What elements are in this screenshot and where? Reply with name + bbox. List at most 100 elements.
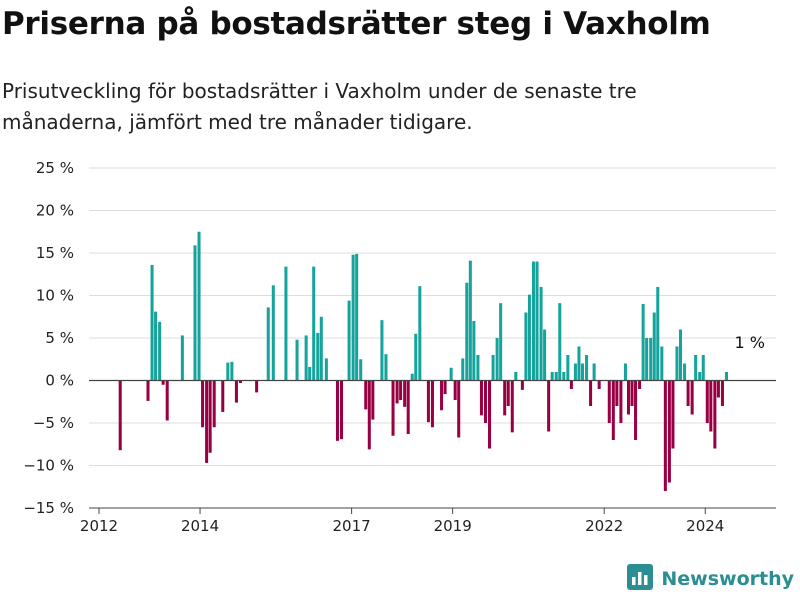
bar	[649, 338, 653, 381]
bar	[713, 380, 717, 449]
bar	[154, 311, 158, 381]
bar	[573, 363, 577, 381]
bar	[547, 380, 551, 432]
bar	[626, 380, 630, 415]
x-tick-label: 2024	[686, 517, 724, 535]
bar	[667, 380, 671, 483]
bar	[623, 363, 627, 381]
bar	[483, 380, 488, 423]
bar	[592, 363, 596, 381]
bar	[443, 380, 447, 395]
bar	[569, 380, 573, 389]
bar	[212, 380, 216, 428]
brand-logo: Newsworthy	[627, 564, 794, 594]
bar	[308, 366, 312, 381]
latest-value-label: 1 %	[734, 333, 764, 352]
bar	[371, 380, 375, 420]
bar	[543, 329, 547, 381]
bar	[205, 380, 209, 463]
bar	[634, 380, 638, 440]
bar	[580, 363, 585, 381]
bar	[499, 303, 503, 381]
bar	[414, 333, 418, 381]
bar	[585, 355, 589, 381]
x-tick-label: 2022	[585, 517, 623, 535]
bar	[531, 261, 536, 381]
bar	[566, 355, 570, 381]
bar	[709, 380, 713, 432]
bar	[391, 380, 395, 436]
bar	[234, 380, 238, 403]
bar	[165, 380, 169, 421]
bar	[491, 355, 495, 381]
bar	[630, 380, 634, 406]
bar	[597, 380, 601, 389]
bar	[335, 380, 339, 441]
bar	[201, 380, 205, 428]
bar	[479, 380, 483, 416]
y-tick-label: 5 %	[45, 329, 74, 347]
bar	[193, 245, 197, 381]
bar	[406, 380, 410, 435]
bar	[316, 332, 320, 381]
bar	[716, 380, 720, 398]
axes: 25 % 20 % 15 % 10 % 5 % 0 % −5 % −10 % −15 % 2012…	[23, 159, 776, 535]
bar	[457, 380, 461, 438]
bar	[355, 253, 359, 381]
bar	[440, 380, 444, 411]
bar	[535, 261, 539, 381]
bar	[380, 320, 384, 381]
bar	[562, 372, 566, 381]
bar	[488, 380, 492, 449]
bar	[638, 380, 642, 389]
annotations: 1 %	[734, 333, 764, 352]
bar	[399, 380, 403, 401]
bar	[660, 346, 664, 381]
bar	[510, 380, 514, 433]
bar	[384, 354, 388, 381]
bar	[701, 355, 705, 381]
grid-lines	[89, 167, 776, 509]
bar	[652, 312, 656, 381]
x-tick-label: 2012	[80, 517, 118, 535]
bar	[686, 380, 690, 406]
bar	[671, 380, 675, 449]
bar	[324, 358, 328, 381]
y-tick-label: 25 %	[36, 159, 74, 177]
bar	[619, 380, 623, 423]
bar	[465, 282, 469, 381]
bar	[615, 380, 619, 406]
bar	[319, 316, 323, 381]
bar	[221, 380, 225, 412]
bar	[118, 380, 122, 451]
bar	[694, 355, 698, 381]
bar	[468, 260, 472, 381]
bar	[641, 304, 645, 381]
bar	[197, 231, 201, 381]
bar	[476, 355, 480, 381]
bar	[520, 380, 524, 390]
bar	[418, 286, 422, 381]
bar	[403, 380, 407, 407]
y-tick-label: −15 %	[23, 499, 74, 517]
bar	[367, 380, 371, 450]
bar	[312, 266, 316, 381]
bar	[339, 380, 344, 440]
bar	[690, 380, 694, 415]
bar	[679, 329, 683, 381]
bar	[395, 380, 399, 404]
bar	[683, 363, 687, 381]
bar	[720, 380, 724, 406]
bar	[539, 287, 543, 381]
bar	[698, 372, 702, 381]
y-tick-label: 0 %	[45, 372, 74, 390]
bar	[359, 359, 363, 381]
brand-name: Newsworthy	[661, 568, 794, 590]
bar-chart-logo-icon	[627, 564, 654, 594]
bar	[295, 339, 299, 381]
y-tick-label: 20 %	[36, 202, 74, 220]
bar	[577, 346, 581, 381]
bar	[271, 285, 275, 381]
bar	[611, 380, 615, 440]
